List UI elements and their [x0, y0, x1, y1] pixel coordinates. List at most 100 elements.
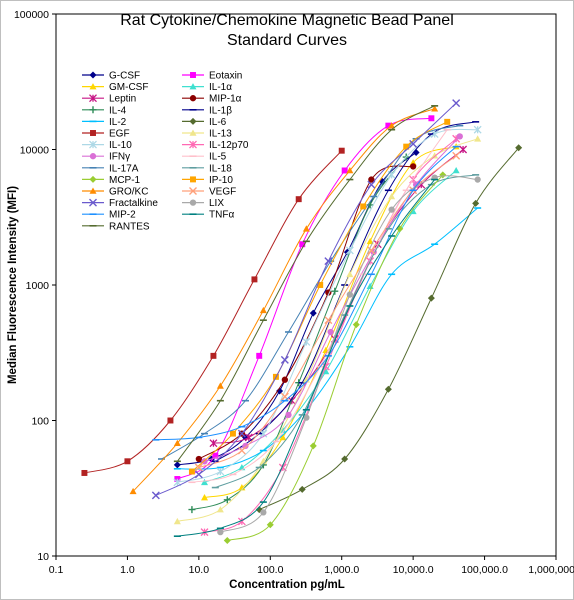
legend-entry: IL-13: [182, 129, 232, 140]
data-point: [259, 306, 267, 314]
data-point: [124, 458, 131, 465]
data-point: [431, 152, 439, 159]
data-point: [474, 176, 481, 183]
legend-label: Eotaxin: [209, 71, 242, 82]
legend-label: IL-4: [109, 105, 127, 116]
data-point: [302, 225, 310, 232]
data-point: [324, 257, 333, 266]
data-point: [317, 282, 324, 288]
series-eotaxin: [174, 115, 435, 482]
series-line: [177, 128, 478, 483]
x-tick-label: 10.0: [189, 564, 210, 576]
series-il-18: [211, 174, 480, 489]
legend-entry: MIP-1α: [182, 94, 242, 105]
data-point: [384, 385, 392, 393]
data-point: [260, 509, 267, 516]
legend-label: IL-5: [209, 152, 227, 163]
data-point: [324, 316, 333, 325]
legend-label: GM-CSF: [109, 82, 148, 93]
data-point: [360, 203, 367, 210]
legend-swatch-marker: [89, 71, 97, 79]
legend-swatch-marker: [89, 140, 97, 149]
legend-label: GRO/KC: [109, 187, 148, 198]
data-point: [452, 99, 461, 108]
legend-swatch-marker: [189, 199, 197, 206]
legend-label: IL-2: [109, 117, 127, 128]
legend-label: MIP-2: [109, 210, 136, 221]
legend-entry: EGF: [82, 129, 130, 140]
legend-entry: Leptin: [82, 94, 136, 105]
data-point: [385, 122, 392, 129]
data-point: [217, 528, 224, 536]
legend-label: IL-17A: [109, 163, 139, 174]
series-line: [155, 146, 457, 441]
data-point: [279, 433, 287, 441]
legend-label: IL-10: [109, 140, 132, 151]
data-point: [81, 469, 88, 476]
series-mcp-1: [223, 171, 447, 545]
data-point: [459, 145, 468, 154]
data-point: [341, 167, 348, 174]
legend-entry: MIP-2: [82, 210, 136, 221]
data-point: [173, 517, 181, 525]
data-point: [472, 199, 480, 207]
legend-entry: IL-1α: [182, 82, 232, 93]
data-point: [201, 494, 209, 501]
legend-entry: IL-2: [82, 117, 127, 128]
data-point: [237, 429, 246, 438]
legend-entry: Fractalkine: [82, 198, 158, 209]
legend-entry: IP-10: [182, 175, 233, 186]
legend-swatch-marker: [89, 175, 97, 183]
legend-swatch-marker: [89, 94, 97, 103]
data-point: [173, 461, 181, 469]
data-point: [430, 130, 439, 139]
data-point: [216, 382, 224, 389]
series-gro-kc: [129, 105, 439, 495]
data-point: [409, 139, 418, 148]
data-point: [388, 122, 396, 129]
series-egf: [81, 147, 345, 476]
legend-entry: VEGF: [182, 187, 236, 198]
legend-swatch-marker: [89, 83, 97, 90]
legend-entry: IL-18: [182, 163, 232, 174]
legend-swatch-marker: [190, 176, 196, 183]
legend-swatch-marker: [90, 130, 96, 136]
legend-label: IL-6: [209, 117, 227, 128]
data-point: [322, 367, 330, 375]
legend-swatch-marker: [189, 187, 197, 195]
legend-entry: RANTES: [82, 221, 150, 232]
y-tick-label: 1000: [26, 280, 50, 292]
data-point: [223, 496, 231, 504]
legend-entry: IL-4: [82, 105, 127, 116]
x-axis-ticks: 0.1 1.0 10.0 100.0 1,000.0 10,000.0 100,000.0 1…: [49, 556, 574, 576]
data-point: [456, 133, 463, 140]
data-point: [409, 207, 417, 215]
y-tick-label: 10000: [20, 145, 49, 157]
data-point: [201, 478, 209, 486]
data-point: [366, 237, 374, 245]
chart-title-line1: Rat Cytokine/Chemokine Magnetic Bead Pan…: [120, 12, 454, 29]
y-axis-ticks: 10 100 1000 10000 100000: [14, 9, 56, 563]
data-point: [367, 246, 376, 255]
data-point: [338, 147, 345, 154]
legend-label: IL-13: [209, 129, 232, 140]
series-rantes: [173, 105, 439, 463]
data-point: [409, 163, 417, 170]
legend-label: MCP-1: [109, 175, 141, 186]
data-point: [212, 452, 219, 459]
y-tick-label: 100: [31, 416, 49, 428]
legend-swatch-marker: [190, 72, 196, 78]
data-point: [251, 276, 258, 283]
legend-label: IP-10: [209, 175, 233, 186]
data-point: [309, 442, 317, 450]
data-point: [216, 506, 224, 513]
data-point: [515, 144, 523, 152]
data-point: [327, 328, 334, 336]
data-point: [346, 166, 354, 174]
data-point: [129, 487, 137, 495]
data-point: [216, 467, 225, 476]
legend-entry: IL-1β: [182, 105, 232, 116]
series-tnf: [173, 178, 439, 537]
